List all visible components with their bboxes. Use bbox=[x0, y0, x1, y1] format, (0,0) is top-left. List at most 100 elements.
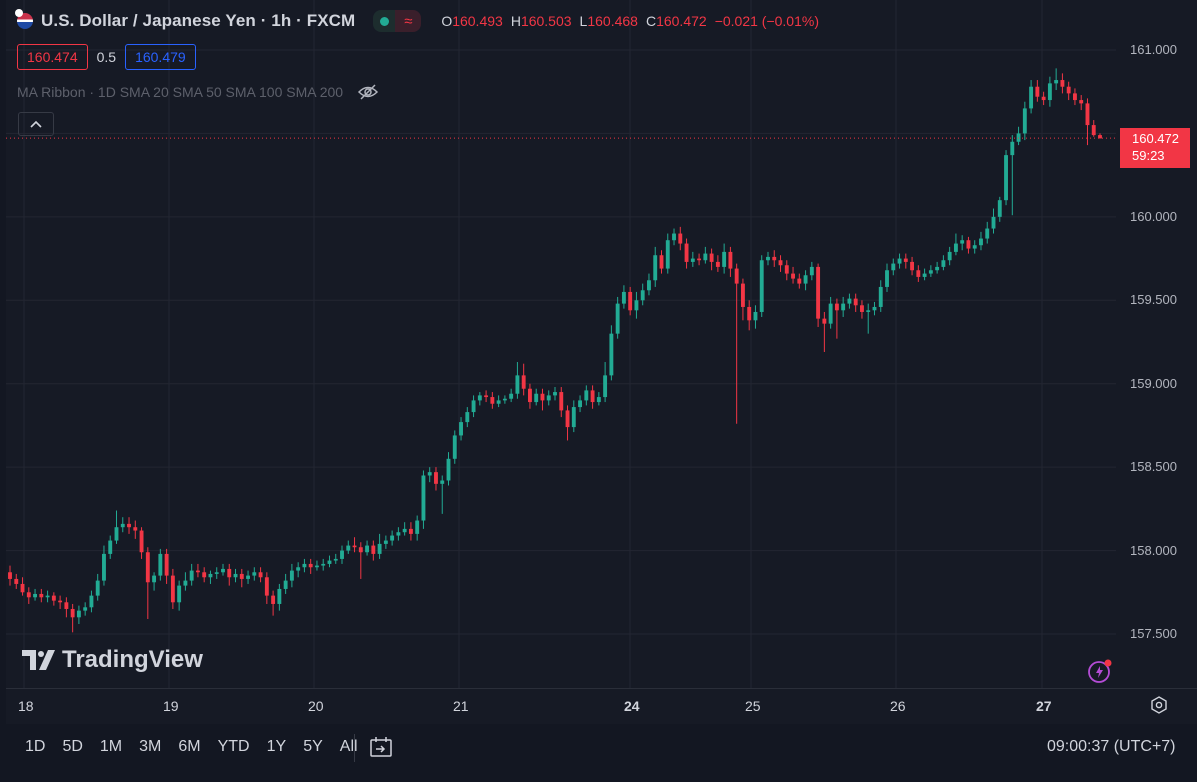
candle-body bbox=[985, 228, 990, 239]
candle-body bbox=[753, 311, 758, 321]
candle bbox=[797, 273, 802, 289]
candle bbox=[922, 268, 927, 281]
candle-body bbox=[922, 273, 927, 277]
candle-body bbox=[596, 397, 601, 403]
price-tick-label: 160.000 bbox=[1130, 208, 1177, 224]
candle-body bbox=[709, 253, 714, 262]
candle bbox=[459, 417, 463, 441]
candle bbox=[584, 385, 589, 406]
candle bbox=[315, 560, 319, 571]
candle bbox=[120, 517, 125, 533]
candle bbox=[221, 563, 225, 576]
usd-flag-icon bbox=[15, 9, 33, 29]
tradingview-logo[interactable]: TradingView bbox=[22, 646, 203, 674]
time-tick-label: 24 bbox=[624, 698, 640, 714]
candle-body bbox=[910, 261, 915, 271]
bottom-toolbar bbox=[0, 724, 1197, 782]
range-3m[interactable]: 3M bbox=[139, 738, 162, 755]
time-tick-label: 20 bbox=[308, 698, 324, 714]
candle bbox=[759, 255, 764, 317]
flash-alert-icon[interactable] bbox=[1087, 658, 1113, 684]
chevron-up-icon bbox=[30, 120, 42, 128]
candle bbox=[333, 553, 338, 564]
candle-body bbox=[515, 375, 520, 394]
spread-value: 0.5 bbox=[96, 49, 117, 65]
range-all[interactable]: All bbox=[339, 738, 358, 755]
candle bbox=[1004, 150, 1008, 206]
candle bbox=[1098, 133, 1102, 139]
range-1m[interactable]: 1M bbox=[99, 738, 123, 755]
axis-settings-icon[interactable] bbox=[1150, 696, 1168, 714]
time-axis[interactable] bbox=[6, 688, 1197, 724]
candle-body bbox=[477, 395, 482, 401]
candle bbox=[515, 362, 520, 399]
candle-body bbox=[928, 270, 933, 274]
change-value: −0.021 (−0.01%) bbox=[714, 13, 819, 29]
range-1d[interactable]: 1D bbox=[25, 738, 46, 755]
candle bbox=[740, 278, 745, 321]
candle bbox=[847, 293, 852, 309]
candle-body bbox=[740, 283, 745, 307]
range-5y[interactable]: 5Y bbox=[303, 738, 323, 755]
candlestick-chart[interactable] bbox=[0, 0, 1197, 724]
range-ytd[interactable]: YTD bbox=[217, 738, 250, 755]
indicator-legend[interactable]: MA Ribbon · 1D SMA 20 SMA 50 SMA 100 SMA… bbox=[17, 84, 379, 100]
candle-body bbox=[697, 258, 702, 261]
candle-body bbox=[822, 318, 827, 324]
candle bbox=[283, 573, 288, 594]
candle-body bbox=[465, 412, 470, 423]
candle-body bbox=[321, 563, 326, 566]
range-6m[interactable]: 6M bbox=[178, 738, 201, 755]
candle bbox=[452, 430, 457, 464]
candle bbox=[528, 383, 532, 409]
candle-body bbox=[728, 251, 733, 269]
candle-body bbox=[1004, 155, 1008, 201]
candle-body bbox=[621, 291, 626, 304]
candle bbox=[114, 510, 119, 544]
range-5d[interactable]: 5D bbox=[62, 738, 83, 755]
timezone-clock[interactable]: 09:00:37 (UTC+7) bbox=[1047, 738, 1176, 755]
candle-body bbox=[672, 233, 676, 241]
candle-body bbox=[139, 530, 144, 553]
close-value: 160.472 bbox=[656, 13, 707, 29]
candle bbox=[690, 251, 695, 267]
range-1y[interactable]: 1Y bbox=[266, 738, 287, 755]
candle-body bbox=[972, 245, 977, 249]
symbol-title[interactable]: U.S. Dollar / Japanese Yen · 1h · FXCM bbox=[41, 11, 356, 30]
candle bbox=[340, 545, 344, 564]
price-tick-label: 157.500 bbox=[1130, 626, 1177, 641]
go-to-date-icon[interactable] bbox=[369, 736, 393, 758]
candle-body bbox=[120, 523, 125, 528]
candle bbox=[434, 467, 438, 491]
candle bbox=[58, 595, 63, 609]
buy-price-button[interactable]: 160.479 bbox=[125, 44, 196, 70]
candle-body bbox=[214, 572, 219, 574]
candle bbox=[860, 300, 864, 319]
candle bbox=[26, 587, 31, 604]
candle-body bbox=[371, 545, 376, 554]
candle-body bbox=[653, 255, 658, 281]
candle-body bbox=[452, 435, 457, 459]
candle bbox=[553, 387, 557, 401]
candle bbox=[665, 233, 670, 274]
candle bbox=[640, 283, 645, 306]
candle bbox=[484, 390, 489, 403]
logo-text: TradingView bbox=[62, 646, 203, 673]
market-status-pill[interactable]: ≈ bbox=[373, 10, 422, 32]
eye-off-icon[interactable] bbox=[357, 84, 379, 100]
candle-body bbox=[960, 240, 965, 244]
collapse-legend-button[interactable] bbox=[18, 112, 54, 136]
candle-body bbox=[1047, 83, 1052, 101]
candle bbox=[271, 590, 276, 616]
candle bbox=[903, 253, 908, 269]
candle-body bbox=[277, 588, 282, 604]
sell-price-button[interactable]: 160.474 bbox=[17, 44, 88, 70]
candle bbox=[264, 572, 269, 604]
candle-body bbox=[891, 263, 896, 271]
price-axis[interactable] bbox=[1116, 0, 1197, 688]
candle-body bbox=[39, 593, 44, 598]
candle-body bbox=[208, 573, 213, 578]
time-tick-label: 21 bbox=[453, 698, 469, 714]
candle bbox=[659, 250, 664, 274]
candle-body bbox=[246, 575, 250, 579]
